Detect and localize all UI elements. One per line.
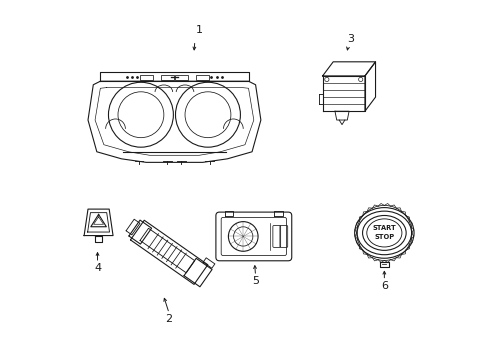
Text: 3: 3 (347, 34, 354, 44)
Text: STOP: STOP (374, 234, 394, 240)
Text: 5: 5 (252, 275, 259, 285)
Text: 4: 4 (94, 263, 101, 273)
Text: 1: 1 (196, 25, 203, 35)
Text: 6: 6 (381, 281, 388, 291)
Text: START: START (372, 225, 396, 231)
Text: 2: 2 (166, 314, 172, 324)
